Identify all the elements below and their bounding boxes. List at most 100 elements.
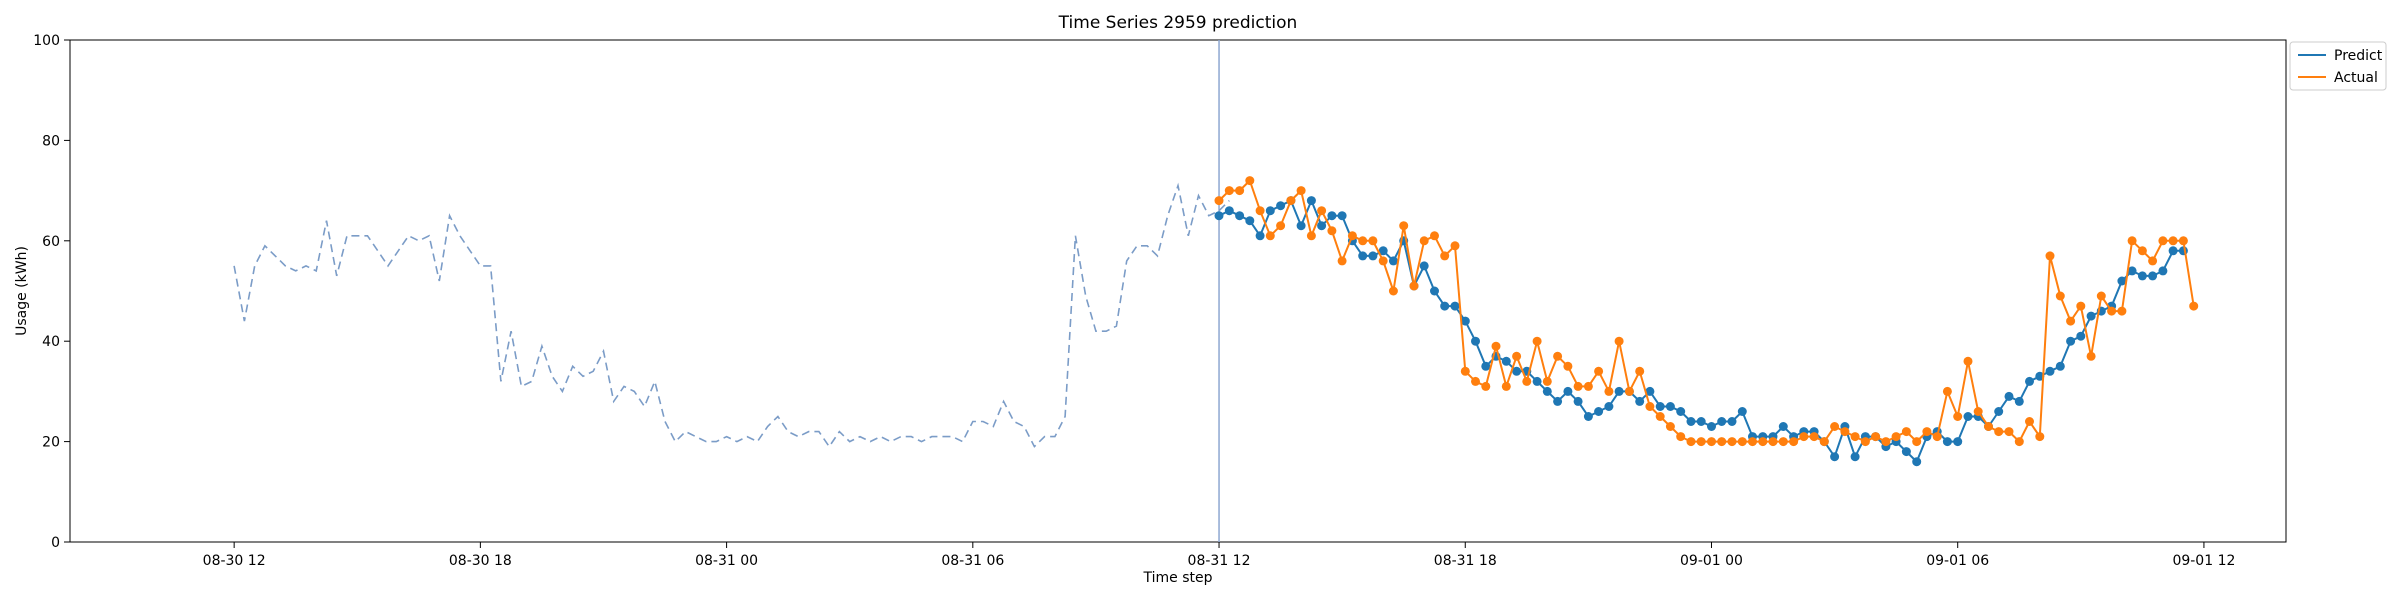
predict-point-17 [1388, 256, 1398, 266]
actual-point-82 [2055, 291, 2065, 301]
actual-point-24 [1460, 366, 1470, 376]
actual-point-64 [1871, 432, 1881, 442]
y-tick-label-2: 40 [42, 334, 60, 350]
predict-point-91 [2148, 271, 2158, 281]
actual-point-35 [1573, 381, 1583, 391]
actual-point-27 [1491, 341, 1501, 351]
actual-point-50 [1727, 437, 1737, 447]
actual-point-57 [1799, 432, 1809, 442]
actual-point-78 [2014, 437, 2024, 447]
actual-point-20 [1419, 236, 1429, 246]
legend-label-predict: Predict [2334, 48, 2383, 64]
y-axis-label: Usage (kWh) [14, 246, 30, 336]
y-tick-label-3: 60 [42, 234, 60, 250]
y-tick-label-4: 80 [42, 133, 60, 149]
predict-point-62 [1850, 452, 1860, 462]
predict-point-11 [1327, 211, 1337, 221]
actual-point-49 [1717, 437, 1727, 447]
plot-frame [69, 39, 2287, 543]
actual-point-66 [1891, 432, 1901, 442]
actual-point-73 [1963, 356, 1973, 366]
actual-point-56 [1789, 437, 1799, 447]
actual-point-67 [1901, 427, 1911, 437]
series-layer [233, 40, 2199, 542]
predict-point-8 [1296, 221, 1306, 231]
predict-point-38 [1604, 402, 1614, 411]
actual-point-18 [1399, 221, 1409, 231]
actual-point-54 [1768, 437, 1778, 447]
actual-point-6 [1276, 221, 1286, 231]
predict-point-76 [1994, 407, 2004, 416]
legend: Predict Actual [2289, 41, 2387, 91]
x-tick-label-2: 08-31 00 [695, 553, 758, 569]
predict-point-60 [1830, 452, 1840, 462]
predict-point-37 [1594, 407, 1604, 416]
actual-point-41 [1635, 366, 1645, 376]
x-tick-label-3: 08-31 06 [941, 553, 1004, 569]
actual-point-13 [1347, 231, 1357, 241]
actual-point-36 [1583, 381, 1593, 391]
predict-point-55 [1778, 422, 1788, 431]
actual-point-84 [2076, 301, 2086, 311]
predict-point-92 [2158, 266, 2168, 276]
actual-point-34 [1563, 361, 1573, 371]
predict-point-36 [1583, 412, 1593, 421]
predict-point-12 [1337, 211, 1347, 221]
actual-point-86 [2096, 291, 2106, 301]
actual-point-32 [1542, 376, 1552, 386]
predict-point-88 [2117, 276, 2127, 286]
actual-point-16 [1378, 256, 1388, 266]
actual-point-43 [1655, 412, 1665, 421]
actual-point-81 [2045, 251, 2055, 261]
actual-point-42 [1645, 402, 1655, 411]
predict-point-85 [2086, 311, 2096, 321]
actual-point-3 [1245, 176, 1255, 186]
y-tick-label-1: 20 [42, 435, 60, 451]
predict-point-29 [1512, 366, 1522, 376]
plot-area [69, 39, 2287, 543]
actual-point-10 [1317, 206, 1327, 216]
actual-point-90 [2137, 246, 2147, 256]
predict-point-67 [1901, 447, 1911, 457]
actual-point-19 [1409, 281, 1419, 291]
predict-point-28 [1501, 356, 1511, 366]
predict-point-89 [2127, 266, 2137, 276]
predict-point-73 [1963, 412, 1973, 421]
predict-point-51 [1737, 407, 1747, 416]
predict-point-22 [1440, 301, 1450, 311]
predict-point-9 [1306, 196, 1316, 206]
predict-point-90 [2137, 271, 2147, 281]
actual-point-12 [1337, 256, 1347, 266]
predict-point-31 [1532, 376, 1542, 386]
actual-point-15 [1368, 236, 1378, 246]
actual-point-14 [1358, 236, 1368, 246]
x-tick-label-1: 08-30 18 [449, 553, 512, 569]
actual-point-55 [1778, 437, 1788, 447]
actual-point-83 [2066, 316, 2076, 326]
actual-point-8 [1296, 186, 1306, 196]
actual-point-72 [1953, 412, 1963, 421]
actual-point-76 [1994, 427, 2004, 437]
predict-point-21 [1430, 286, 1439, 296]
predict-point-6 [1276, 201, 1286, 211]
actual-point-7 [1286, 196, 1296, 206]
actual-point-2 [1235, 186, 1245, 196]
actual-point-71 [1942, 386, 1952, 396]
actual-point-44 [1665, 422, 1675, 431]
predict-point-78 [2014, 396, 2024, 406]
actual-point-38 [1604, 386, 1614, 396]
predict-point-83 [2066, 336, 2076, 346]
predict-point-77 [2004, 391, 2014, 401]
x-tick-label-5: 08-31 18 [1434, 553, 1497, 569]
predict-point-5 [1265, 206, 1275, 216]
actual-point-85 [2086, 351, 2096, 361]
predict-point-80 [2035, 371, 2045, 381]
actual-point-59 [1819, 437, 1829, 447]
predict-point-79 [2025, 376, 2034, 386]
predict-point-35 [1573, 396, 1583, 406]
actual-point-68 [1912, 437, 1922, 447]
actual-point-80 [2035, 432, 2045, 442]
predict-point-1 [1224, 206, 1234, 216]
actual-point-23 [1450, 241, 1460, 251]
